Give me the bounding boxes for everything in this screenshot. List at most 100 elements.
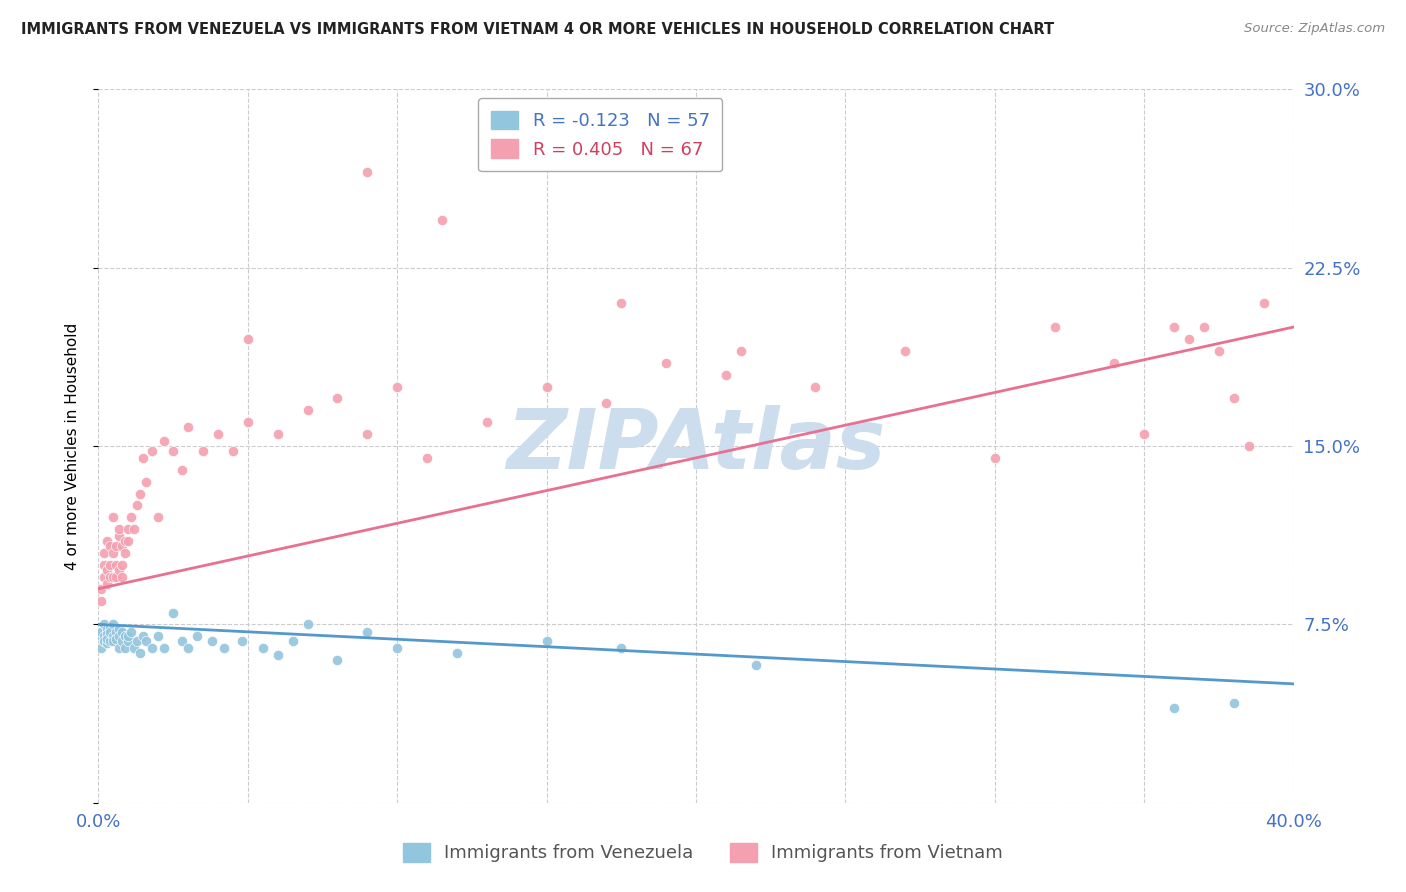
Point (114, 534, 136, 549)
Point (177, 641, 200, 656)
Point (93, 558, 115, 572)
Point (231, 634, 253, 648)
Point (326, 392, 349, 406)
Point (111, 634, 134, 648)
Point (98, 634, 122, 648)
Point (103, 570, 125, 584)
Point (1237, 439, 1260, 453)
Point (90, 641, 112, 656)
Point (98, 624, 122, 639)
Point (98, 558, 122, 572)
Point (177, 420, 200, 434)
Point (1043, 320, 1066, 334)
Point (135, 634, 157, 648)
Point (281, 634, 304, 648)
Point (1223, 392, 1246, 406)
Point (1133, 427, 1156, 442)
Point (127, 499, 149, 513)
Point (103, 629, 125, 643)
Point (114, 641, 136, 656)
Point (129, 486, 152, 500)
Point (117, 534, 139, 549)
Point (212, 641, 235, 656)
Point (93, 634, 115, 648)
Point (446, 646, 468, 660)
Point (148, 629, 170, 643)
Text: IMMIGRANTS FROM VENEZUELA VS IMMIGRANTS FROM VIETNAM 4 OR MORE VEHICLES IN HOUSE: IMMIGRANTS FROM VENEZUELA VS IMMIGRANTS … (21, 22, 1054, 37)
Point (191, 443, 214, 458)
Point (1253, 296, 1275, 310)
Point (132, 450, 155, 465)
Point (610, 296, 633, 310)
Point (114, 546, 136, 560)
Point (162, 606, 184, 620)
Point (430, 213, 453, 227)
Point (93, 617, 115, 632)
Point (135, 475, 157, 489)
Point (124, 522, 146, 536)
Point (90, 593, 112, 607)
Point (108, 622, 131, 636)
Point (506, 118, 529, 132)
Text: ZIPAtlas: ZIPAtlas (506, 406, 886, 486)
Legend: Immigrants from Venezuela, Immigrants from Vietnam: Immigrants from Venezuela, Immigrants fr… (395, 836, 1011, 870)
Point (117, 629, 139, 643)
Point (98, 539, 122, 553)
Point (267, 427, 290, 442)
Point (108, 641, 131, 656)
Point (108, 529, 131, 543)
Point (93, 629, 115, 643)
Point (111, 570, 134, 584)
Point (1208, 343, 1230, 358)
Point (385, 379, 409, 393)
Point (153, 641, 176, 656)
Point (111, 624, 134, 639)
Point (1163, 700, 1185, 714)
Point (132, 629, 155, 643)
Point (105, 558, 128, 572)
Point (1178, 332, 1201, 346)
Point (730, 343, 752, 358)
Point (297, 617, 319, 632)
Point (93, 634, 115, 648)
Point (120, 624, 142, 639)
Point (103, 546, 125, 560)
Point (172, 634, 194, 648)
Point (129, 646, 152, 660)
Point (90, 629, 112, 643)
Point (1163, 320, 1185, 334)
Point (536, 379, 558, 393)
Point (103, 634, 125, 648)
Point (385, 641, 409, 656)
Point (117, 634, 139, 648)
Point (141, 443, 163, 458)
Point (127, 634, 149, 648)
Point (120, 510, 142, 524)
Point (111, 539, 134, 553)
Point (90, 624, 112, 639)
Point (1192, 320, 1215, 334)
Point (111, 558, 134, 572)
Point (984, 450, 1007, 465)
Point (894, 343, 917, 358)
Point (222, 443, 245, 458)
Point (236, 415, 259, 429)
Point (172, 463, 194, 477)
Point (416, 450, 439, 465)
Point (326, 653, 349, 667)
Point (96, 563, 118, 577)
Point (114, 629, 136, 643)
Point (93, 570, 115, 584)
Point (103, 617, 125, 632)
Y-axis label: 4 or more Vehicles in Household: 4 or more Vehicles in Household (65, 322, 80, 570)
Text: Source: ZipAtlas.com: Source: ZipAtlas.com (1244, 22, 1385, 36)
Point (745, 657, 768, 672)
Point (96, 622, 118, 636)
Point (105, 570, 128, 584)
Point (536, 634, 558, 648)
Point (475, 415, 498, 429)
Point (108, 522, 131, 536)
Point (252, 641, 274, 656)
Point (108, 563, 131, 577)
Point (655, 356, 678, 370)
